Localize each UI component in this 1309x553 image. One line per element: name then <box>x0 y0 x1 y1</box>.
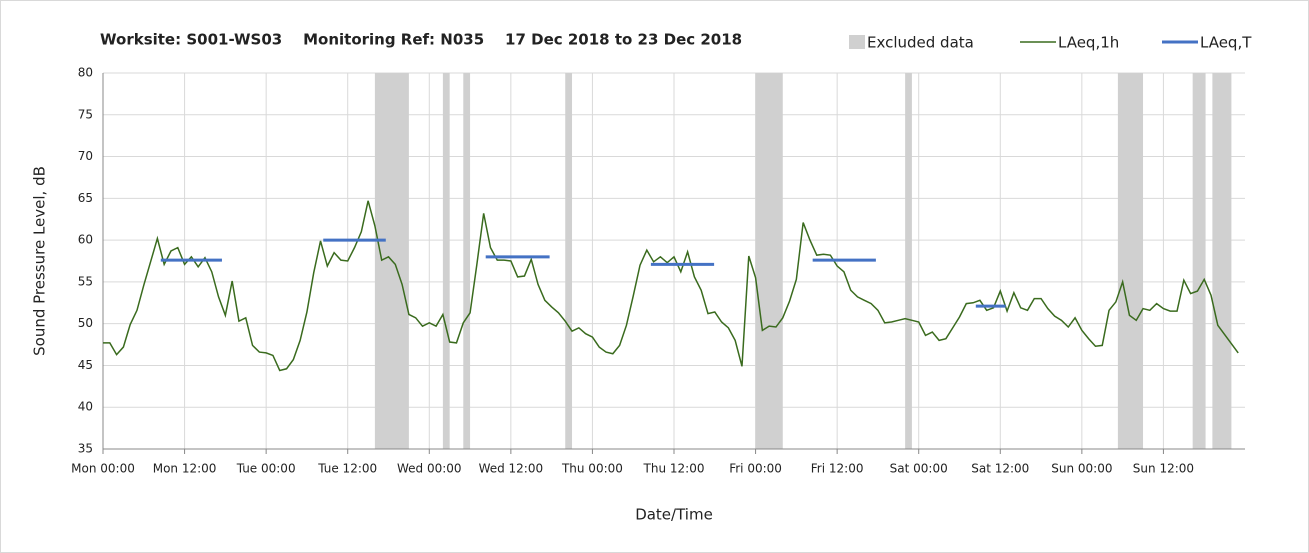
legend-label: LAeq,1h <box>1058 34 1119 52</box>
x-tick-label: Tue 00:00 <box>236 462 296 476</box>
excluded-band <box>755 73 783 449</box>
y-tick-label: 65 <box>78 191 93 205</box>
excluded-band <box>463 73 471 449</box>
x-tick-label: Sun 12:00 <box>1133 462 1194 476</box>
y-tick-label: 70 <box>78 149 93 163</box>
legend-label: Excluded data <box>867 34 974 52</box>
excluded-band <box>905 73 912 449</box>
x-tick-label: Sun 00:00 <box>1051 462 1112 476</box>
x-tick-label: Sat 00:00 <box>890 462 948 476</box>
y-tick-label: 45 <box>78 358 93 372</box>
x-tick-label: Fri 12:00 <box>811 462 864 476</box>
x-tick-label: Wed 00:00 <box>397 462 462 476</box>
x-tick-label: Thu 00:00 <box>561 462 623 476</box>
legend-label: LAeq,T <box>1200 34 1252 52</box>
x-tick-label: Mon 12:00 <box>153 462 217 476</box>
x-tick-label: Fri 00:00 <box>729 462 782 476</box>
excluded-band <box>1117 73 1144 449</box>
y-tick-label: 40 <box>78 400 93 414</box>
legend-swatch <box>849 35 865 49</box>
x-tick-label: Mon 00:00 <box>71 462 135 476</box>
excluded-band <box>442 73 450 449</box>
x-tick-label: Thu 12:00 <box>643 462 705 476</box>
x-tick-label: Wed 12:00 <box>479 462 544 476</box>
y-tick-label: 60 <box>78 233 93 247</box>
y-tick-label: 50 <box>78 316 93 330</box>
excluded-band <box>1192 73 1206 449</box>
excluded-band <box>565 73 573 449</box>
y-tick-label: 75 <box>78 107 93 121</box>
y-tick-label: 80 <box>78 66 93 80</box>
x-axis-label: Date/Time <box>635 506 713 524</box>
data-line <box>103 200 1239 372</box>
x-tick-label: Sat 12:00 <box>971 462 1029 476</box>
y-tick-label: 55 <box>78 274 93 288</box>
chart-title: Worksite: S001-WS03 Monitoring Ref: N035… <box>100 31 742 49</box>
excluded-band <box>1212 73 1232 449</box>
x-tick-label: Tue 12:00 <box>317 462 377 476</box>
y-axis-label: Sound Pressure Level, dB <box>31 166 49 356</box>
y-tick-label: 35 <box>78 442 93 456</box>
